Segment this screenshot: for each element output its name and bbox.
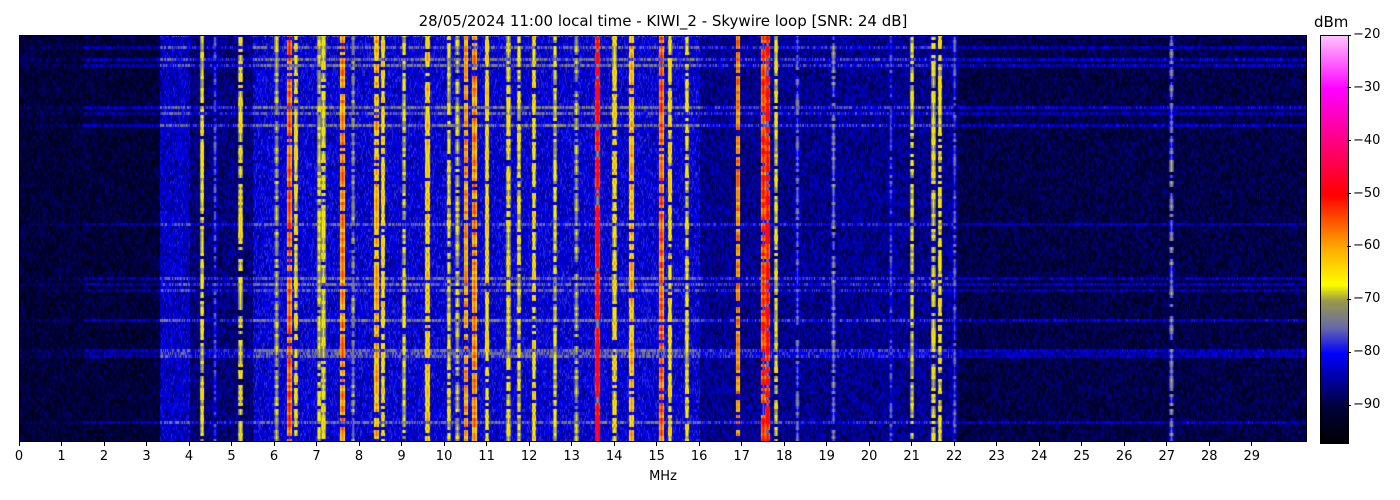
x-tick-label: 4: [184, 449, 194, 464]
x-tick-mark: [698, 442, 700, 446]
colorbar-tick-label: −50: [1353, 185, 1381, 201]
x-tick-mark: [273, 442, 275, 446]
colorbar-tick-mark: [1347, 245, 1351, 247]
x-tick-label: 2: [99, 449, 109, 464]
x-tick-mark: [868, 442, 870, 446]
x-tick-label: 9: [397, 449, 406, 464]
colorbar-tick-mark: [1347, 193, 1351, 195]
x-tick-label: 14: [605, 449, 623, 464]
x-tick-label: 13: [563, 449, 580, 464]
colorbar-tick-label: −90: [1353, 397, 1381, 412]
x-tick-mark: [741, 442, 743, 446]
x-tick-mark: [996, 442, 998, 446]
x-tick-mark: [316, 442, 318, 446]
colorbar-tick-mark: [1347, 404, 1351, 406]
x-tick-mark: [443, 442, 445, 446]
x-tick-label: 5: [227, 449, 236, 464]
x-tick-mark: [528, 442, 530, 446]
x-tick-mark: [1166, 442, 1168, 446]
x-tick-label: 7: [312, 449, 321, 464]
x-tick-mark: [656, 442, 658, 446]
x-tick-label: 20: [860, 449, 878, 464]
x-tick-mark: [911, 442, 913, 446]
x-tick-label: 17: [733, 449, 750, 464]
x-tick-mark: [401, 442, 403, 446]
colorbar: [1320, 35, 1349, 444]
x-tick-mark: [1038, 442, 1040, 446]
x-tick-label: 16: [690, 449, 708, 464]
colorbar-tick-label: −60: [1353, 238, 1381, 254]
x-tick-mark: [826, 442, 828, 446]
x-tick-mark: [486, 442, 488, 446]
x-tick-label: 21: [903, 449, 920, 464]
colorbar-tick-label: −40: [1353, 132, 1381, 148]
x-tick-mark: [358, 442, 360, 446]
colorbar-tick-label: −20: [1353, 27, 1381, 42]
colorbar-tick-label: −30: [1353, 79, 1381, 95]
x-tick-label: 27: [1158, 449, 1175, 464]
x-tick-label: 8: [354, 449, 364, 464]
x-tick-mark: [783, 442, 785, 446]
colorbar-tick-mark: [1347, 34, 1351, 36]
x-tick-mark: [146, 442, 148, 446]
colorbar-label: dBm: [1314, 13, 1349, 31]
colorbar-tick-mark: [1347, 351, 1351, 353]
colorbar-tick-mark: [1347, 140, 1351, 142]
x-tick-label: 19: [818, 449, 835, 464]
x-tick-label: 25: [1073, 449, 1090, 464]
x-axis-label: MHz: [649, 469, 677, 484]
x-tick-mark: [188, 442, 190, 446]
x-tick-mark: [613, 442, 615, 446]
x-tick-label: 0: [14, 449, 24, 464]
x-tick-mark: [1123, 442, 1125, 446]
x-tick-mark: [571, 442, 573, 446]
colorbar-tick-label: −70: [1353, 291, 1381, 307]
x-tick-label: 10: [435, 449, 453, 464]
x-tick-label: 15: [648, 449, 665, 464]
chart-title: 28/05/2024 11:00 local time - KIWI_2 - S…: [418, 12, 908, 30]
x-tick-mark: [103, 442, 105, 446]
x-tick-label: 11: [478, 449, 495, 464]
x-tick-mark: [953, 442, 955, 446]
x-tick-label: 12: [520, 449, 538, 464]
colorbar-tick-mark: [1347, 298, 1351, 300]
colorbar-tick-mark: [1347, 87, 1351, 89]
x-tick-label: 3: [142, 449, 151, 464]
x-tick-mark: [18, 442, 20, 446]
plot-frame: [19, 35, 1307, 442]
x-tick-mark: [1208, 442, 1210, 446]
waterfall-heatmap: [19, 35, 1307, 442]
x-tick-label: 26: [1115, 449, 1133, 464]
x-tick-label: 6: [269, 449, 279, 464]
x-tick-label: 18: [775, 449, 793, 464]
x-tick-label: 28: [1200, 449, 1218, 464]
x-tick-label: 1: [57, 449, 66, 464]
colorbar-tick-label: −80: [1353, 344, 1381, 360]
x-tick-mark: [1081, 442, 1083, 446]
x-tick-mark: [231, 442, 233, 446]
x-tick-label: 24: [1030, 449, 1048, 464]
x-tick-mark: [1251, 442, 1253, 446]
x-tick-label: 22: [945, 449, 963, 464]
x-tick-label: 29: [1243, 449, 1260, 464]
x-tick-mark: [61, 442, 62, 446]
x-tick-label: 23: [988, 449, 1005, 464]
